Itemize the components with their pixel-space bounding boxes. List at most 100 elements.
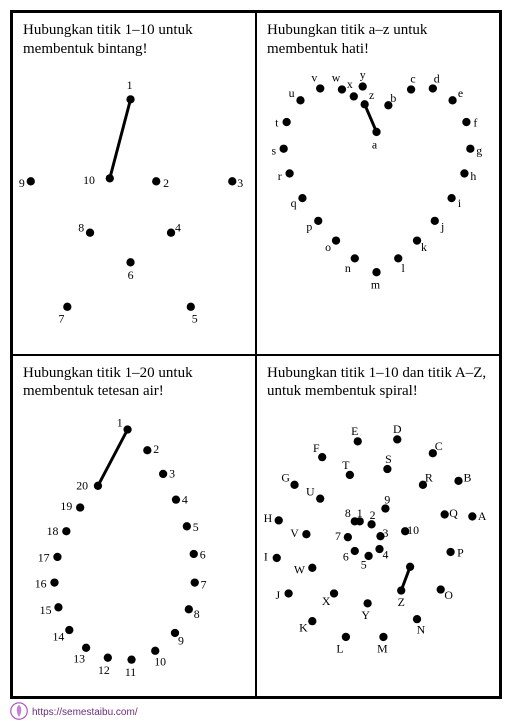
dot-label: 15: [40, 602, 52, 616]
dot: [191, 578, 199, 586]
dot: [308, 616, 316, 624]
dot-label: 6: [200, 547, 206, 561]
dot-label: a: [372, 137, 378, 151]
dot: [143, 446, 151, 454]
dot: [351, 254, 359, 262]
dot-label: 16: [35, 576, 47, 590]
dot-label: 2: [163, 176, 169, 190]
dot-label: 13: [73, 651, 85, 665]
dot: [332, 236, 340, 244]
dot: [127, 655, 135, 663]
dot-label: D: [393, 422, 402, 436]
dot: [413, 236, 421, 244]
dot-label: P: [457, 545, 464, 559]
dot-label: G: [281, 470, 290, 484]
dot: [308, 563, 316, 571]
dot: [86, 229, 94, 237]
dot: [280, 145, 288, 153]
dot-label: l: [402, 261, 406, 275]
dot-label: R: [425, 470, 433, 484]
dot-label: B: [463, 470, 471, 484]
dot: [285, 169, 293, 177]
dot-label: 7: [58, 311, 64, 325]
dot: [76, 503, 84, 511]
dot-label: I: [264, 549, 268, 563]
dot-plot: 1234567891011121314151617181920: [13, 406, 255, 696]
dot-label: 9: [384, 492, 390, 506]
dot-label: C: [435, 439, 443, 453]
dot-label: 8: [345, 506, 351, 520]
dot-label: u: [289, 86, 295, 100]
dot-label: 17: [38, 550, 50, 564]
instruction-text: Hubungkan titik 1–10 dan titik A–Z, untu…: [267, 364, 489, 402]
dot-label: H: [264, 511, 273, 525]
dot: [379, 632, 387, 640]
dot: [123, 425, 131, 433]
dot-plot: 12345678910: [13, 63, 255, 353]
dot: [183, 522, 191, 530]
dot: [359, 82, 367, 90]
dot: [314, 217, 322, 225]
dot: [167, 229, 175, 237]
dot-label: 14: [53, 629, 65, 643]
dot-plot: 12345678910ZYXWVUTSRQPONMLKJIHGFEDCBA: [257, 406, 499, 696]
dot: [104, 653, 112, 661]
dot: [330, 589, 338, 597]
dot-label: c: [410, 71, 415, 85]
dot: [372, 268, 380, 276]
dot: [126, 258, 134, 266]
dot-label: h: [470, 169, 476, 183]
dot: [468, 512, 476, 520]
dot-label: d: [434, 71, 440, 85]
dot-label: X: [322, 594, 331, 608]
dot: [190, 549, 198, 557]
dot-label: 9: [19, 176, 25, 190]
dot-label: n: [345, 261, 351, 275]
dot: [344, 533, 352, 541]
dot: [462, 118, 470, 126]
dot-label: W: [294, 562, 306, 576]
dot: [397, 586, 405, 594]
dot-label: Y: [361, 607, 370, 621]
dot-label: i: [458, 196, 462, 210]
hint-line: [110, 99, 131, 178]
dot-label: 4: [175, 220, 181, 234]
dot-label: m: [371, 278, 381, 292]
dot-label: 7: [335, 528, 341, 542]
dot-label: x: [347, 77, 353, 91]
dot-label: 6: [343, 549, 349, 563]
dot-label: z: [369, 88, 374, 102]
dot: [351, 546, 359, 554]
dot-label: 11: [125, 665, 136, 679]
dot: [346, 470, 354, 478]
dot-label: 9: [178, 633, 184, 647]
dot: [152, 177, 160, 185]
dot: [454, 476, 462, 484]
dot-label: q: [291, 196, 297, 210]
dot: [228, 177, 236, 185]
dot-label: M: [377, 641, 388, 655]
dot: [363, 599, 371, 607]
dot: [282, 118, 290, 126]
dot: [351, 517, 359, 525]
dot-label: 19: [60, 499, 72, 513]
dot-label: b: [390, 91, 396, 105]
dot: [273, 553, 281, 561]
dot-label: p: [306, 219, 312, 233]
dot-label: S: [385, 451, 392, 465]
dot-label: U: [306, 484, 315, 498]
instruction-text: Hubungkan titik 1–10 untuk membentuk bin…: [23, 21, 245, 59]
dot-label: s: [271, 143, 276, 157]
dot-label: 2: [370, 508, 376, 522]
dot-label: J: [275, 588, 280, 602]
dot: [446, 547, 454, 555]
dot-label: y: [360, 67, 366, 81]
dot: [284, 589, 292, 597]
dot-label: 8: [194, 606, 200, 620]
dot: [354, 437, 362, 445]
dot-label: T: [342, 457, 350, 471]
dot-label: E: [351, 424, 358, 438]
dot-label: 10: [154, 654, 166, 668]
dot-label: 1: [127, 78, 133, 92]
dot-label: 7: [201, 577, 207, 591]
